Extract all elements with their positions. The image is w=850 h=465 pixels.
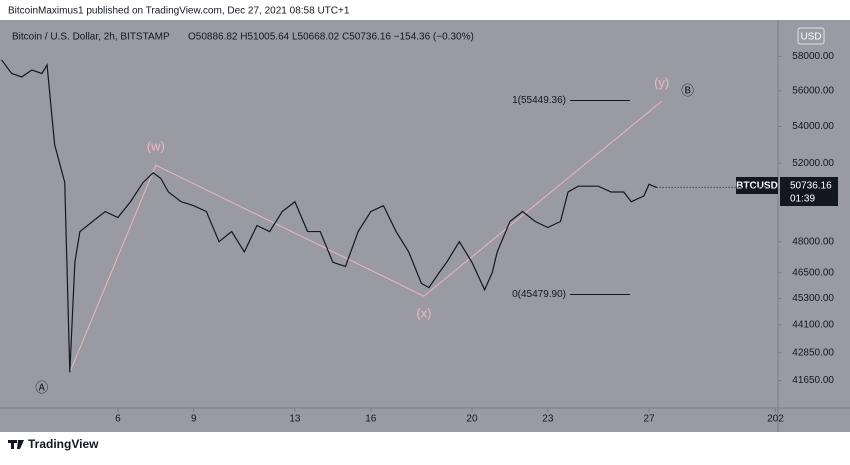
y-tick-label: 42850.00	[792, 347, 834, 358]
y-tick-label: 46500.00	[792, 267, 834, 278]
wave-label: Ⓐ	[35, 380, 48, 395]
x-tick-label: 6	[115, 414, 121, 425]
y-tick-label: 48000.00	[792, 236, 834, 247]
wave-label: (w)	[147, 139, 165, 154]
currency[interactable]: USD	[800, 32, 821, 43]
y-tick-label: 41650.00	[792, 375, 834, 386]
fib-label: 1(55449.36)	[512, 95, 566, 106]
x-tick-label: 13	[289, 414, 301, 425]
chart-background	[0, 20, 850, 432]
symbol-box	[736, 177, 778, 194]
price-line	[1, 59, 657, 373]
x-tick-label: 27	[643, 414, 655, 425]
y-tick-label: 45300.00	[792, 293, 834, 304]
x-tick-label: 9	[191, 414, 197, 425]
countdown: 01:39	[790, 194, 815, 205]
wave-label: (y)	[654, 75, 669, 90]
y-tick-label: 44100.00	[792, 319, 834, 330]
y-tick-label: 56000.00	[792, 85, 834, 96]
ohlc: O50886.82 H51005.64 L50668.02 C50736.16 …	[188, 32, 474, 43]
wave-label: (x)	[416, 306, 431, 321]
symbol-title: Bitcoin / U.S. Dollar, 2h, BITSTAMP	[12, 32, 170, 43]
logo	[8, 440, 24, 449]
wave-line	[69, 100, 662, 373]
y-tick-label: 52000.00	[792, 158, 834, 169]
x-tick-label: 20	[466, 414, 478, 425]
currency-box[interactable]	[797, 27, 825, 45]
price-box	[780, 177, 838, 206]
brand: TradingView	[28, 437, 99, 451]
last-price: 50736.16	[790, 181, 832, 192]
y-tick-label: 58000.00	[792, 51, 834, 62]
x-tick-label: 16	[365, 414, 377, 425]
fib-label: 0(45479.90)	[512, 289, 566, 300]
y-tick-label: 54000.00	[792, 121, 834, 132]
wave-label: Ⓑ	[681, 83, 694, 98]
symbol-label: BTCUSD	[736, 181, 778, 192]
publisher: BitcoinMaximus1 published on TradingView…	[8, 6, 350, 17]
x-tick-label: 23	[542, 414, 554, 425]
x-tick-label: 202	[767, 414, 784, 425]
